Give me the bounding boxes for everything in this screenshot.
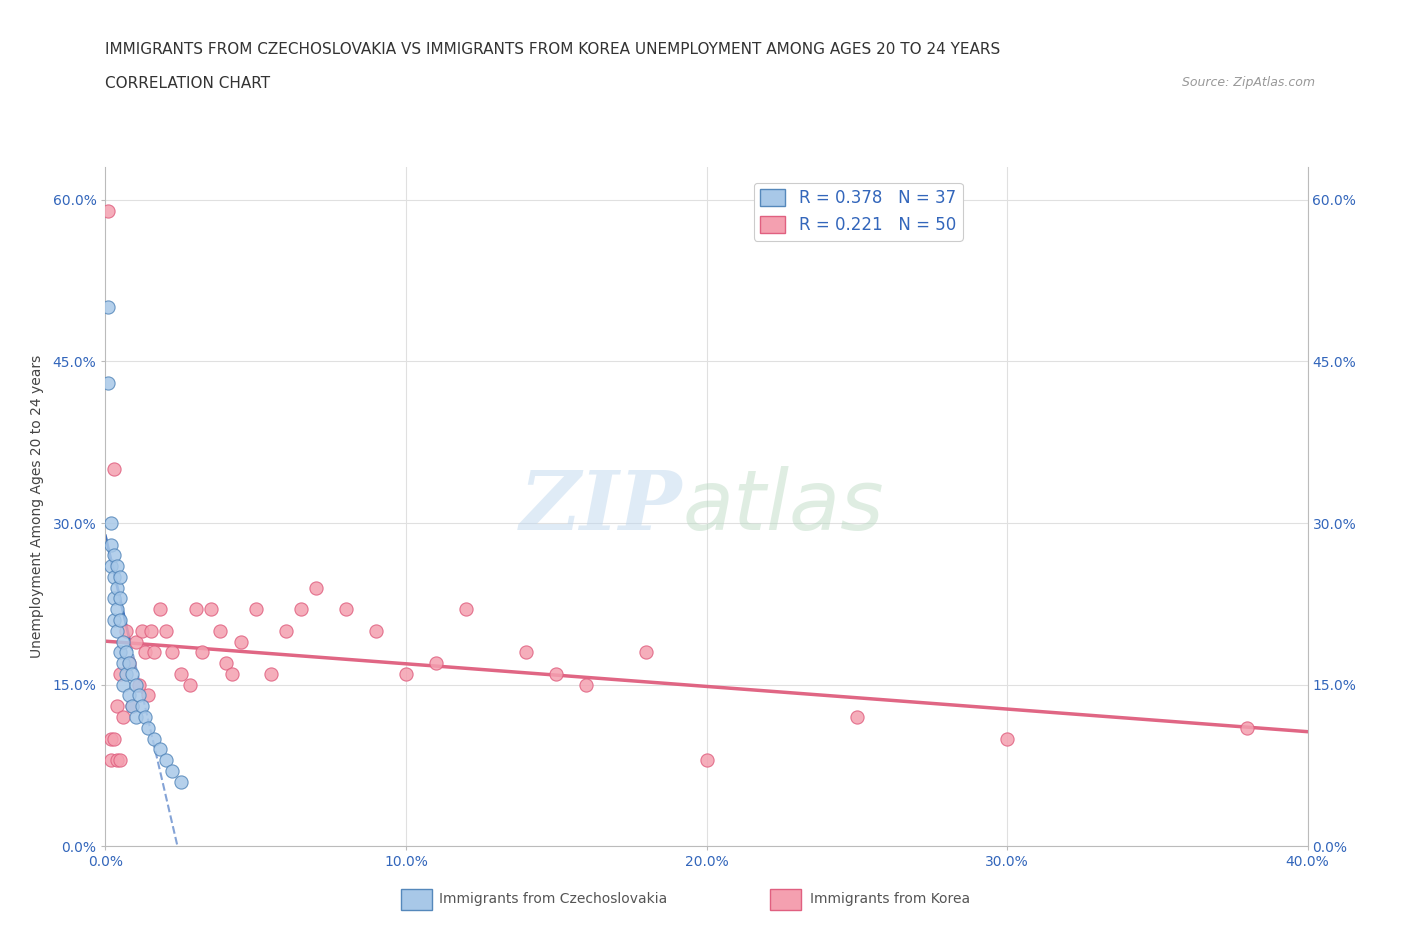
Point [148, 602, 170, 617]
Point [103, 731, 125, 746]
Text: ZIP: ZIP [520, 467, 682, 547]
Point [110, 752, 132, 767]
Point [112, 710, 135, 724]
Point [995, 731, 1018, 746]
Point [1236, 721, 1258, 736]
Point [112, 656, 135, 671]
Text: Immigrants from Czechoslovakia: Immigrants from Czechoslovakia [439, 892, 666, 907]
Point [184, 602, 207, 617]
Point [124, 677, 146, 692]
Point [103, 548, 125, 563]
Point [121, 698, 143, 713]
Point [160, 644, 183, 659]
Point [214, 656, 236, 671]
Point [221, 667, 243, 682]
Text: IMMIGRANTS FROM CZECHOSLOVAKIA VS IMMIGRANTS FROM KOREA UNEMPLOYMENT AMONG AGES : IMMIGRANTS FROM CZECHOSLOVAKIA VS IMMIGR… [105, 42, 1001, 57]
Point [100, 559, 122, 574]
Point [142, 644, 165, 659]
Point [169, 774, 191, 789]
Point [696, 752, 718, 767]
Point [107, 602, 129, 617]
Point [190, 644, 212, 659]
Point [110, 644, 132, 659]
Point [115, 623, 138, 638]
Point [110, 667, 132, 682]
Point [425, 656, 447, 671]
Point [136, 688, 159, 703]
Point [274, 623, 297, 638]
Point [115, 644, 138, 659]
Point [107, 623, 129, 638]
Point [100, 731, 122, 746]
Point [179, 677, 201, 692]
Point [208, 623, 231, 638]
Point [636, 644, 658, 659]
Point [107, 559, 129, 574]
Point [134, 710, 156, 724]
Point [160, 764, 183, 778]
Point [290, 602, 312, 617]
Point [100, 752, 122, 767]
Point [112, 634, 135, 649]
Point [112, 677, 135, 692]
Point [395, 667, 418, 682]
Point [515, 644, 537, 659]
Point [134, 644, 156, 659]
Point [169, 667, 191, 682]
Point [110, 569, 132, 584]
Point [107, 752, 129, 767]
Point [305, 580, 328, 595]
Point [136, 721, 159, 736]
Point [454, 602, 477, 617]
Point [97, 203, 120, 218]
Y-axis label: Unemployment Among Ages 20 to 24 years: Unemployment Among Ages 20 to 24 years [30, 355, 44, 658]
Point [115, 667, 138, 682]
Point [124, 710, 146, 724]
Point [148, 742, 170, 757]
Point [103, 569, 125, 584]
Point [118, 688, 141, 703]
Point [100, 538, 122, 552]
Point [103, 591, 125, 605]
Point [142, 731, 165, 746]
Point [118, 656, 141, 671]
Point [124, 634, 146, 649]
Point [110, 591, 132, 605]
Point [131, 698, 153, 713]
Point [103, 461, 125, 476]
Point [200, 602, 222, 617]
Text: atlas: atlas [682, 466, 884, 548]
Point [155, 752, 177, 767]
Legend: R = 0.378   N = 37, R = 0.221   N = 50: R = 0.378 N = 37, R = 0.221 N = 50 [754, 182, 963, 241]
Text: CORRELATION CHART: CORRELATION CHART [105, 76, 270, 91]
Point [97, 300, 120, 315]
Point [260, 667, 283, 682]
Point [131, 623, 153, 638]
Point [107, 698, 129, 713]
Point [128, 688, 150, 703]
Point [121, 667, 143, 682]
Point [546, 667, 568, 682]
Text: Source: ZipAtlas.com: Source: ZipAtlas.com [1181, 76, 1315, 89]
Point [364, 623, 387, 638]
Point [335, 602, 357, 617]
Point [128, 677, 150, 692]
Point [575, 677, 598, 692]
Point [845, 710, 868, 724]
Point [110, 613, 132, 628]
Point [97, 376, 120, 391]
Point [155, 623, 177, 638]
Point [245, 602, 267, 617]
Point [139, 623, 162, 638]
Point [229, 634, 252, 649]
Point [118, 656, 141, 671]
Point [107, 580, 129, 595]
Point [100, 515, 122, 530]
Point [103, 613, 125, 628]
Text: Immigrants from Korea: Immigrants from Korea [810, 892, 970, 907]
Point [121, 698, 143, 713]
